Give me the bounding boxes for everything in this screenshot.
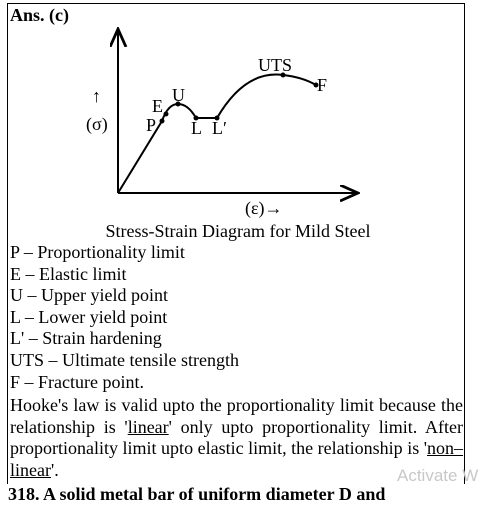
watermark: Activate W (397, 466, 479, 485)
diagram: ↑ (σ) (ε)→ P E U L L′ UTS F Stress-Strai… (86, 0, 371, 241)
page: Ans. (c) ↑ (σ) (ε)→ P E U L L′ UTS F Str… (7, 0, 479, 504)
point-label: P (146, 115, 156, 135)
point-label: L (191, 118, 202, 138)
answer-box (7, 3, 465, 484)
point-label: U (172, 85, 185, 105)
definition: L – Lower yield point (10, 306, 168, 327)
definition: P – Proportionality limit (10, 242, 185, 262)
underlined-text: linear (127, 416, 169, 437)
x-label: (ε)→ (245, 198, 283, 219)
curve-points (159, 72, 319, 124)
point-label: E (152, 96, 163, 116)
point-label: L′ (212, 118, 227, 138)
point-label: F (317, 75, 327, 95)
definitions: P – Proportionality limit E – Elastic lim… (10, 242, 239, 393)
definition: L' – Strain hardening (10, 328, 162, 349)
text: ' only upto proportionality limit. After… (10, 416, 464, 459)
text: Hooke's law is valid upto the proportion… (10, 395, 463, 437)
y-arrow: ↑ (92, 86, 101, 106)
underlined-text: non–linear (10, 438, 463, 480)
text: '. (50, 459, 59, 480)
paragraph: Hooke's law is valid upto the proportion… (10, 395, 463, 481)
definition: E – Elastic limit (10, 263, 127, 284)
y-label: (σ) (86, 114, 108, 135)
answer-label: Ans. (c) (10, 5, 69, 25)
definition: U – Upper yield point (10, 285, 168, 306)
point-label: UTS (258, 55, 292, 75)
definition: F – Fracture point. (10, 371, 144, 392)
caption: Stress-Strain Diagram for Mild Steel (106, 221, 371, 241)
next-question: 318. A solid metal bar of uniform diamet… (8, 484, 386, 504)
definition: UTS – Ultimate tensile strength (10, 349, 239, 370)
